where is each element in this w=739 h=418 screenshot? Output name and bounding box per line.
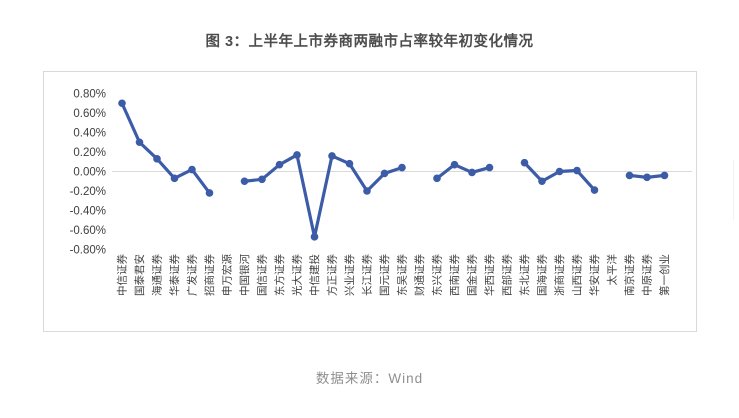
data-point-marker: [555, 167, 564, 176]
x-axis-category-label: 山西证券: [570, 254, 583, 296]
x-axis-category-label: 光大证券: [290, 254, 303, 296]
data-line-segment: [242, 153, 404, 239]
y-axis-tick-label: 0.80%: [73, 89, 106, 101]
data-point-marker: [625, 171, 634, 180]
x-axis-category-label: 国海证券: [535, 254, 548, 296]
x-axis-category-label: 东北证券: [518, 254, 531, 296]
data-point-marker: [380, 169, 389, 178]
x-axis-category-label: 财通证券: [413, 254, 426, 296]
data-point-marker: [660, 171, 669, 180]
data-point-marker: [398, 163, 406, 172]
data-line-segment: [435, 163, 492, 180]
x-axis-category-label: 国信证券: [255, 254, 268, 296]
data-point-marker: [468, 168, 476, 177]
data-point-marker: [363, 187, 371, 195]
data-point-marker: [573, 166, 581, 175]
x-axis-category-label: 国元证券: [378, 254, 391, 296]
data-line-segment: [120, 101, 212, 195]
x-axis-category-label: 华泰证券: [168, 254, 181, 296]
x-axis-category-label: 国泰君安: [133, 254, 146, 296]
x-axis-category-label: 西南证券: [448, 254, 461, 296]
data-point-marker: [258, 175, 266, 184]
data-point-marker: [275, 160, 284, 169]
data-point-marker: [153, 155, 161, 163]
data-point-marker: [590, 186, 599, 194]
x-axis-category-label: 广发证券: [185, 254, 198, 296]
x-axis-category-label: 东兴证券: [430, 254, 443, 296]
x-axis-category-label: 中原证券: [640, 254, 653, 296]
y-axis-tick-label: 0.40%: [73, 128, 106, 140]
chart-title: 图 3：上半年上市券商两融市占率较年初变化情况: [205, 34, 534, 50]
y-axis-tick-label: 0.60%: [73, 108, 106, 120]
x-axis-category-label: 南京证券: [623, 254, 636, 296]
data-point-marker: [328, 152, 336, 160]
x-axis-category-label: 太平洋: [605, 254, 618, 286]
y-axis-tick-label: 0.20%: [73, 147, 106, 159]
x-axis-category-label: 中国银河: [238, 254, 251, 296]
x-axis-category-label: 中信证券: [115, 254, 128, 296]
margin-share-line-chart: 0.80% 0.60% 0.40% 0.20% 0.00% -0.20% -0.40% -0.…: [70, 89, 692, 296]
y-axis-tick-label: 0.00%: [73, 167, 106, 179]
data-point-marker: [188, 165, 196, 174]
data-point-marker: [240, 177, 249, 186]
x-axis-category-label: 方正证券: [325, 254, 338, 296]
data-point-marker: [293, 151, 301, 159]
data-point-marker: [485, 163, 494, 172]
data-point-marker: [170, 174, 179, 183]
y-axis-tick-label: -0.80%: [70, 245, 106, 257]
data-line-segment: [522, 161, 597, 192]
y-axis-tick-label: -0.60%: [70, 225, 106, 237]
data-source: 数据来源：Wind: [315, 371, 424, 386]
x-axis-category-label: 兴业证券: [343, 254, 356, 296]
data-point-marker: [205, 189, 214, 197]
x-axis-category-label: 国金证券: [465, 254, 478, 296]
x-axis-category-label: 浙商证券: [553, 254, 566, 296]
x-axis-category-label: 申万宏源: [220, 254, 233, 296]
data-point-marker: [433, 174, 441, 183]
y-axis-tick-label: -0.40%: [70, 206, 106, 218]
x-axis-category-label: 中信建投: [308, 254, 321, 296]
x-axis-category-label: 招商证券: [203, 254, 216, 296]
x-axis-category-label: 第一创业: [658, 254, 671, 296]
x-axis-category-label: 华安证券: [588, 254, 601, 296]
x-axis-category-label: 长江证券: [360, 254, 373, 296]
x-axis-category-label: 东吴证券: [395, 254, 408, 296]
data-point-marker: [520, 158, 529, 167]
page-edge-divider: [733, 160, 734, 220]
data-point-marker: [345, 159, 354, 168]
data-point-marker: [118, 99, 126, 108]
x-axis-category-label: 海通证券: [150, 254, 163, 296]
x-axis-category-label: 西部证券: [500, 254, 513, 296]
data-point-marker: [450, 160, 459, 169]
data-point-marker: [643, 173, 651, 182]
chart-container: 0.80% 0.60% 0.40% 0.20% 0.00% -0.20% -0.40% -0.…: [43, 71, 697, 332]
y-axis-tick-label: -0.20%: [70, 186, 106, 198]
data-point-marker: [135, 138, 144, 147]
x-axis-category-label: 东方证券: [273, 254, 286, 296]
x-axis-category-label: 华西证券: [483, 254, 496, 296]
data-point-marker: [538, 177, 546, 186]
data-point-marker: [310, 233, 319, 241]
